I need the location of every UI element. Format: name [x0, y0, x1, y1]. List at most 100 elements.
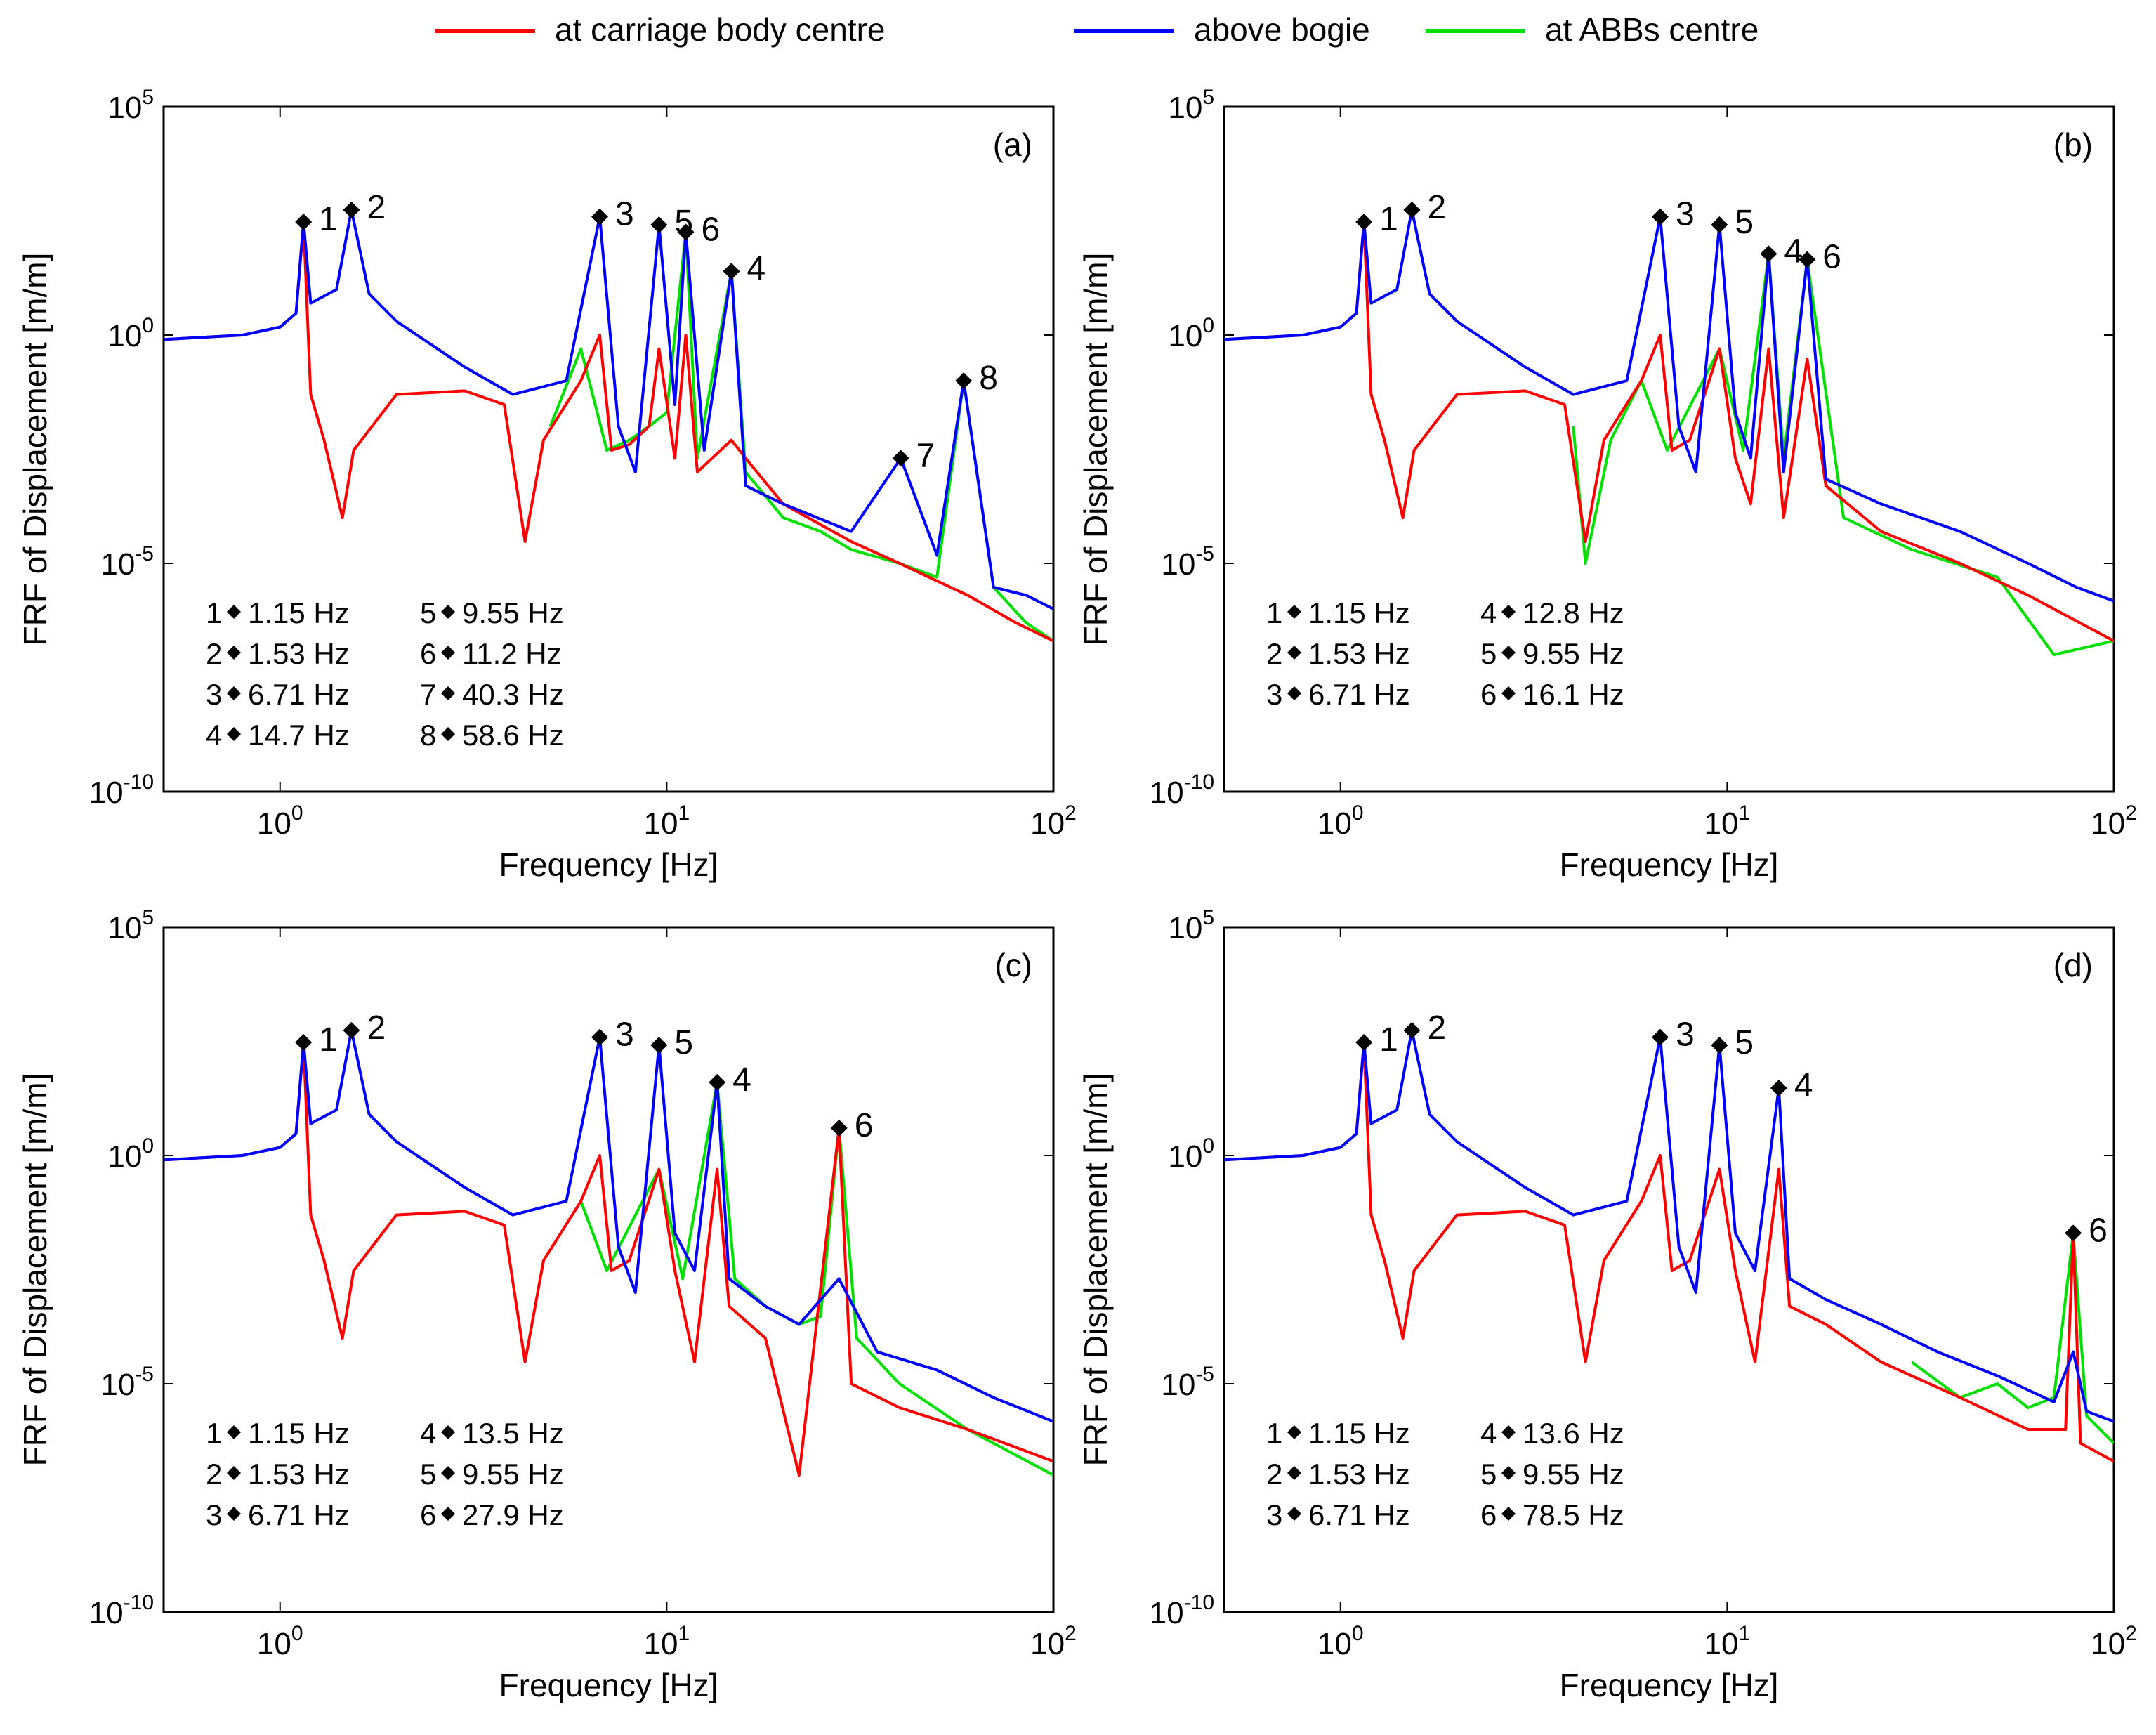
peak-marker — [709, 1073, 726, 1091]
peak-marker — [955, 372, 973, 389]
x-tick-label: 100 — [257, 801, 303, 841]
peak-marker — [591, 208, 608, 225]
peak-marker — [723, 263, 740, 280]
annotation-number: 6 — [420, 1498, 436, 1531]
peak-label: 1 — [319, 1021, 338, 1059]
annotation-number: 2 — [206, 1458, 222, 1491]
peak-label: 6 — [855, 1107, 874, 1144]
peak-label: 2 — [367, 189, 386, 226]
peak-marker — [892, 450, 909, 467]
y-tick-label: 10-10 — [1150, 771, 1214, 810]
peak-label: 6 — [701, 211, 720, 248]
peak-label: 1 — [319, 201, 338, 238]
annotation-marker — [227, 646, 241, 660]
annotation-marker — [1287, 605, 1301, 619]
panel-label: (c) — [994, 947, 1032, 983]
annotation-number: 5 — [420, 1458, 436, 1491]
series-line-above-bogie — [164, 1028, 1053, 1423]
peak-label: 6 — [1822, 239, 1841, 276]
annotation-marker — [441, 686, 455, 700]
chart-panel-0: 100 101 102 10-10 10-5 100 105 Frequency [Hz] FR… — [17, 86, 1077, 883]
annotation-text: 1.15 Hz — [1308, 1417, 1410, 1450]
chart-panel-1: 100 101 102 10-10 10-5 100 105 Frequency [Hz] FR… — [1077, 86, 2137, 883]
annotation-marker — [1501, 605, 1516, 619]
annotation-text: 14.7 Hz — [248, 719, 350, 752]
peak-marker — [1403, 201, 1421, 218]
series-line-above-bogie — [1224, 208, 2114, 603]
annotation-number: 4 — [206, 719, 222, 752]
peak-marker — [1355, 1033, 1373, 1051]
annotation-text: 58.6 Hz — [462, 719, 564, 752]
annotation-text: 1.15 Hz — [248, 596, 350, 629]
annotation-marker — [1287, 686, 1301, 700]
peak-marker — [591, 1028, 608, 1046]
annotation-text: 78.5 Hz — [1523, 1498, 1624, 1531]
annotation-marker — [441, 1425, 455, 1439]
panel-label: (b) — [2053, 126, 2093, 163]
annotation-text: 1.53 Hz — [1308, 637, 1410, 670]
peak-label: 8 — [979, 360, 998, 397]
annotation-marker — [227, 605, 241, 619]
y-tick-label: 100 — [107, 1134, 154, 1174]
annotation-marker — [227, 1466, 241, 1480]
annotation-number: 5 — [420, 596, 436, 629]
peak-marker — [1651, 208, 1669, 225]
peak-label: 4 — [747, 250, 766, 287]
peak-label: 1 — [1379, 1021, 1398, 1059]
panels: 100 101 102 10-10 10-5 100 105 Frequency [Hz] FR… — [17, 86, 2137, 1703]
x-tick-label: 102 — [1030, 1622, 1077, 1661]
peak-label: 1 — [1379, 201, 1398, 238]
annotation-text: 9.55 Hz — [1523, 1458, 1624, 1491]
x-tick-label: 101 — [644, 1622, 690, 1661]
y-tick-label: 105 — [107, 86, 154, 125]
annotation-marker — [1287, 646, 1301, 660]
peak-label: 5 — [674, 1024, 693, 1061]
annotation-text: 6.71 Hz — [1308, 678, 1410, 711]
annotation-marker — [227, 727, 241, 741]
y-axis-label: FRF of Displacement [m/m] — [17, 1073, 53, 1467]
peak-marker — [343, 201, 360, 218]
legend-label-abbs: at ABBs centre — [1545, 11, 1759, 48]
y-tick-label: 10-10 — [89, 1591, 154, 1630]
annotation-marker — [1501, 646, 1516, 660]
annotation-text: 1.53 Hz — [1308, 1458, 1410, 1491]
annotation-number: 1 — [1266, 1417, 1282, 1450]
series-group — [164, 1028, 1053, 1477]
x-tick-label: 102 — [1030, 801, 1077, 841]
annotation-text: 1.15 Hz — [1308, 596, 1410, 629]
annotation-number: 6 — [1480, 1498, 1497, 1531]
peak-marker — [1403, 1021, 1421, 1039]
peak-label: 6 — [2089, 1212, 2108, 1249]
annotation-marker — [441, 727, 455, 741]
peak-label: 5 — [1735, 204, 1754, 241]
annotation-number: 2 — [1266, 1458, 1282, 1491]
annotation-marker — [227, 1507, 241, 1521]
peak-marker — [830, 1119, 848, 1137]
annotation-number: 4 — [1480, 596, 1497, 629]
annotation-number: 3 — [1266, 1498, 1282, 1531]
annotation-text: 11.2 Hz — [462, 637, 562, 670]
annotation-number: 4 — [420, 1417, 436, 1450]
annotation-marker — [441, 605, 455, 619]
peak-marker — [295, 213, 313, 230]
peak-marker — [1711, 216, 1728, 234]
peak-marker — [1355, 213, 1373, 230]
annotation-text: 40.3 Hz — [462, 678, 564, 711]
annotation-text: 1.15 Hz — [248, 1417, 350, 1450]
annotation-text: 12.8 Hz — [1523, 596, 1624, 629]
annotation-number: 4 — [1480, 1417, 1497, 1450]
annotation-marker — [1287, 1507, 1301, 1521]
panel-label: (a) — [993, 126, 1032, 163]
legend-label-carriage: at carriage body centre — [555, 11, 886, 48]
annotation-number: 5 — [1480, 637, 1497, 670]
annotation-marker — [1501, 1507, 1516, 1521]
annotation-number: 3 — [206, 678, 222, 711]
annotation-number: 1 — [1266, 596, 1282, 629]
annotation-number: 5 — [1480, 1458, 1497, 1491]
panel-label: (d) — [2053, 947, 2093, 983]
legend-label-bogie: above bogie — [1194, 11, 1370, 48]
y-tick-label: 100 — [1168, 314, 1214, 353]
annotation-marker — [441, 1507, 455, 1521]
annotation-text: 9.55 Hz — [462, 596, 564, 629]
